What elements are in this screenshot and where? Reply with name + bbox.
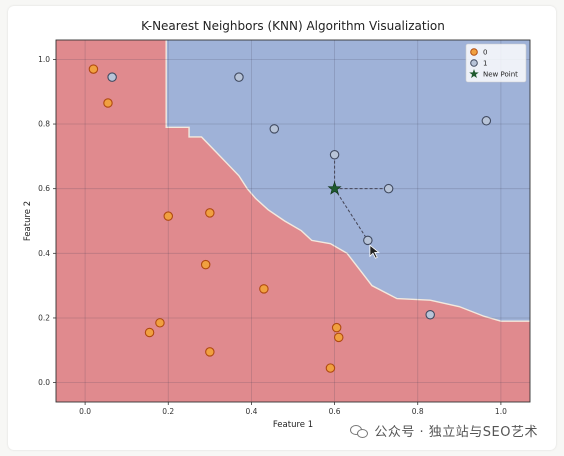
x-tick-label: 0.2 (162, 407, 174, 416)
y-tick-label: 0.0 (38, 378, 50, 387)
mouse-cursor (369, 244, 380, 259)
data-point-class-0 (205, 208, 215, 218)
region-class-1 (166, 40, 530, 322)
data-point-class-1 (481, 116, 492, 126)
data-point-class-0 (331, 322, 342, 333)
data-point-class-0 (155, 318, 165, 328)
wechat-icon (350, 424, 369, 438)
x-tick-label: 0.0 (79, 407, 91, 416)
watermark-text: 公众号 · 独立站与SEO艺术 (374, 425, 538, 440)
data-point-class-1 (107, 72, 117, 82)
data-point-class-0 (259, 284, 269, 294)
legend-item-new-point-label: New Point (483, 71, 518, 79)
data-point-class-1 (383, 183, 394, 194)
data-point-class-1 (363, 235, 373, 246)
data-point-class-0 (163, 211, 174, 221)
data-point-class-0 (103, 98, 113, 108)
y-tick-label: 0.6 (38, 184, 50, 193)
chart-title: K-Nearest Neighbors (KNN) Algorithm Visu… (141, 19, 445, 33)
y-tick-label: 1.0 (38, 55, 50, 64)
x-tick-label: 1.0 (495, 407, 507, 416)
y-axis-label: Feature 2 (23, 201, 33, 241)
watermark: 公众号 · 独立站与SEO艺术 (350, 421, 538, 440)
x-tick-label: 0.4 (245, 407, 257, 416)
neighbor-line (334, 188, 369, 241)
new-point-star (327, 181, 342, 195)
chart-frame: 0.0 0.2 0.4 0.6 0.8 1.0 0.0 0.2 0.4 0.6 0.8 1.0 K-Ne… (8, 6, 556, 450)
decision-boundary (165, 40, 530, 322)
legend-box (465, 43, 527, 83)
legend-item-new-point-marker (469, 69, 479, 79)
data-point-class-1 (329, 149, 340, 160)
data-point-class-0 (333, 332, 344, 343)
data-point-class-0 (200, 259, 211, 270)
x-tick-label: 0.8 (412, 407, 424, 416)
knn-chart: 0.0 0.2 0.4 0.6 0.8 1.0 0.0 0.2 0.4 0.6 0.8 1.0 K-Ne… (23, 19, 531, 430)
data-point-class-1 (269, 124, 280, 134)
data-point-class-0 (205, 347, 215, 357)
legend-item-class-0-label: 0 (483, 49, 487, 57)
data-point-class-0 (88, 64, 99, 74)
x-tick-label: 0.6 (329, 407, 341, 416)
legend-item-class-1-label: 1 (483, 60, 487, 68)
data-point-class-0 (144, 327, 155, 338)
y-tick-label: 0.8 (38, 120, 50, 129)
y-tick-label: 0.4 (38, 249, 50, 258)
data-point-class-0 (325, 363, 336, 373)
y-tick-label: 0.2 (38, 313, 50, 322)
x-axis-label: Feature 1 (273, 420, 313, 430)
data-point-class-1 (234, 72, 244, 82)
legend-item-class-1-marker (470, 59, 478, 67)
data-point-class-1 (425, 309, 435, 320)
legend-item-class-0-marker (470, 48, 478, 56)
plot-frame (55, 39, 531, 403)
